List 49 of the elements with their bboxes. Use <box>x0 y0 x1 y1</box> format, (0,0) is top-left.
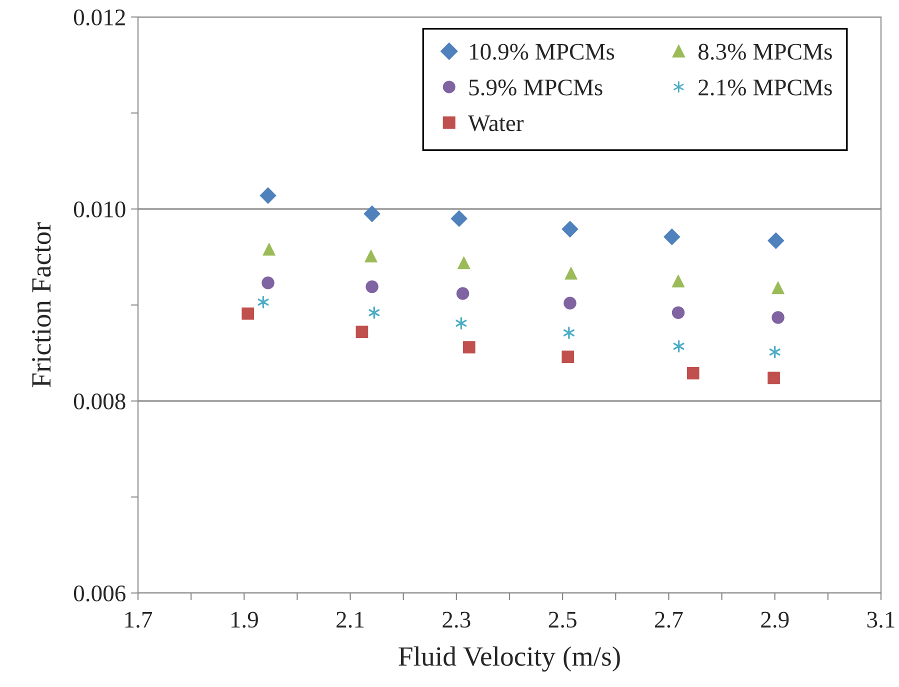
x-tick-label: 2.7 <box>654 612 683 628</box>
legend-label: Water <box>468 115 524 132</box>
point <box>456 317 467 330</box>
point <box>450 210 468 227</box>
legend-label: 2.1% MPCMs <box>698 80 832 96</box>
point <box>562 350 574 363</box>
point <box>258 296 269 308</box>
x-tick-label: 3.1 <box>867 612 894 628</box>
point <box>768 372 780 384</box>
point <box>364 206 380 222</box>
point <box>364 250 378 262</box>
x-tick-label: 2.5 <box>548 612 576 628</box>
point <box>664 228 680 246</box>
point <box>672 306 685 320</box>
legend-label: 8.3% MPCMs <box>698 44 832 60</box>
point <box>772 281 784 294</box>
point <box>456 287 470 300</box>
x-tick-label: 2.3 <box>442 612 470 628</box>
point <box>564 296 576 310</box>
point <box>772 311 784 324</box>
y-tick-label: 0.008 <box>74 393 126 410</box>
point <box>768 232 784 249</box>
point <box>368 306 380 319</box>
y-tick-label: 0.012 <box>74 9 125 26</box>
point <box>457 256 470 270</box>
point <box>260 187 276 204</box>
point <box>262 242 276 256</box>
point <box>242 307 254 320</box>
point <box>563 326 574 340</box>
point <box>686 367 700 380</box>
point <box>562 220 578 238</box>
y-tick-label: 0.006 <box>74 585 126 602</box>
x-tick-label: 2.1 <box>336 612 364 628</box>
x-tick-label: 2.9 <box>761 612 789 628</box>
legend-label: 5.9% MPCMs <box>469 80 602 96</box>
point <box>356 326 368 338</box>
legend-label: 10.9% MPCMs <box>470 44 614 60</box>
point <box>564 266 578 280</box>
x-tick-label: 1.9 <box>231 612 258 628</box>
point <box>769 346 780 358</box>
point <box>673 340 684 352</box>
y-axis-title: Friction Factor <box>32 222 51 388</box>
point <box>672 274 685 288</box>
y-tick-label: 0.010 <box>74 201 126 218</box>
x-axis-title: Fluid Velocity (m/s) <box>398 646 620 672</box>
x-tick-label: 1.7 <box>125 612 152 628</box>
point <box>262 276 274 290</box>
point <box>463 341 476 354</box>
point <box>366 280 378 294</box>
